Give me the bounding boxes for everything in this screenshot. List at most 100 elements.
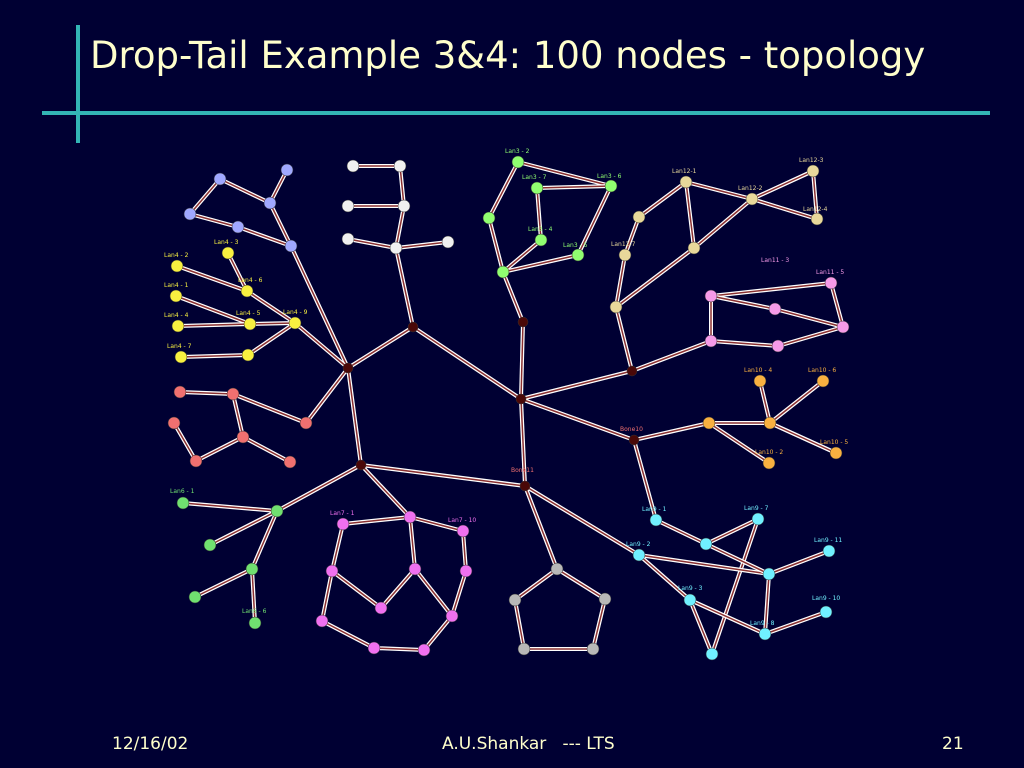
node-label: Lan4 - 1: [164, 282, 189, 289]
host: [245, 562, 259, 576]
link-core: [321, 570, 333, 622]
link-core: [577, 185, 612, 256]
host: [534, 233, 548, 247]
link-core: [373, 647, 425, 651]
link-core: [536, 187, 542, 241]
accent-horizontal: [42, 111, 990, 115]
link-core: [710, 340, 779, 347]
link-core: [399, 165, 405, 207]
node-label: Lan10 - 6: [808, 367, 836, 374]
link-core: [232, 393, 244, 438]
link-core: [502, 271, 524, 323]
host: [632, 210, 646, 224]
host: [346, 159, 360, 173]
host: [511, 155, 525, 169]
router: [355, 459, 367, 471]
host: [763, 416, 777, 430]
node-label: Lan4 - 7: [167, 343, 192, 350]
host: [174, 350, 188, 364]
host: [263, 196, 277, 210]
host: [550, 562, 564, 576]
host: [367, 641, 381, 655]
host: [762, 456, 776, 470]
node-label: Bone11: [511, 467, 534, 474]
link-core: [331, 570, 382, 609]
host: [704, 289, 718, 303]
host: [299, 416, 313, 430]
link-core: [488, 217, 504, 273]
node-label: Lan6 - 1: [170, 488, 195, 495]
link-core: [237, 226, 292, 247]
node-label: Lan11 - 3: [761, 257, 789, 264]
link-core: [655, 519, 707, 545]
link-core: [249, 322, 296, 325]
link-core: [615, 247, 695, 308]
link-core: [633, 422, 710, 441]
host: [169, 289, 183, 303]
host: [824, 276, 838, 290]
host: [270, 504, 284, 518]
link-core: [502, 239, 542, 273]
link-core: [232, 393, 307, 424]
link-core: [517, 161, 612, 187]
link-core: [180, 354, 249, 358]
link-core: [633, 439, 657, 521]
host: [751, 512, 765, 526]
host: [403, 510, 417, 524]
link-core: [247, 322, 296, 356]
node-label: Lan10 - 2: [755, 449, 783, 456]
node-label: Lan10 - 5: [820, 439, 848, 446]
router: [519, 480, 531, 492]
host: [389, 241, 403, 255]
host: [183, 207, 197, 221]
host: [829, 446, 843, 460]
link-core: [524, 485, 640, 556]
host: [221, 246, 235, 260]
link-core: [520, 321, 524, 400]
link-core: [556, 568, 606, 600]
router: [407, 321, 419, 333]
host: [618, 248, 632, 262]
router: [628, 434, 640, 446]
node-label: Lan12-1: [672, 168, 697, 175]
host: [762, 567, 776, 581]
host: [167, 416, 181, 430]
node-label: Lan3 - 6: [597, 173, 622, 180]
link-core: [276, 464, 362, 512]
link-core: [488, 161, 519, 219]
link-core: [251, 510, 278, 570]
host: [687, 241, 701, 255]
link-core: [502, 254, 579, 273]
link-core: [269, 202, 292, 247]
link-core: [409, 516, 464, 532]
link-core: [175, 295, 251, 325]
link-core: [751, 170, 814, 200]
host: [231, 220, 245, 234]
link-core: [380, 568, 416, 609]
link-core: [251, 568, 256, 624]
host: [173, 385, 187, 399]
host: [704, 334, 718, 348]
host: [456, 524, 470, 538]
link-core: [708, 422, 770, 464]
link-core: [705, 543, 770, 575]
host: [705, 647, 719, 661]
host: [649, 513, 663, 527]
host: [702, 416, 716, 430]
link-core: [227, 252, 248, 292]
host: [768, 302, 782, 316]
link-core: [195, 436, 244, 462]
link-core: [685, 181, 753, 200]
node-label: Lan9 - 2: [626, 541, 651, 548]
host: [571, 248, 585, 262]
node-label: Lan12-4: [803, 206, 828, 213]
host: [341, 199, 355, 213]
link-core: [705, 518, 759, 545]
link-core: [189, 213, 239, 228]
host: [816, 374, 830, 388]
node-label: Lan11 - 5: [816, 269, 844, 276]
host: [530, 181, 544, 195]
footer-date: 12/16/02: [112, 734, 189, 754]
node-label: Lan3 - 5: [563, 242, 588, 249]
